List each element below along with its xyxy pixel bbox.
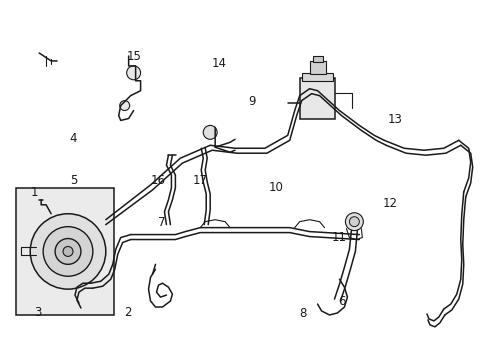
Circle shape — [349, 217, 359, 227]
Text: 3: 3 — [34, 306, 41, 319]
Text: 17: 17 — [192, 174, 207, 186]
Text: 8: 8 — [299, 307, 306, 320]
Circle shape — [55, 239, 81, 264]
Text: 11: 11 — [331, 231, 346, 244]
Bar — [299, 78, 335, 120]
Text: 2: 2 — [124, 306, 131, 319]
Text: 1: 1 — [31, 186, 38, 199]
Text: 12: 12 — [382, 197, 397, 210]
Text: 4: 4 — [69, 132, 77, 145]
Circle shape — [43, 227, 93, 276]
Text: 5: 5 — [69, 174, 77, 186]
Text: 6: 6 — [337, 295, 345, 308]
Bar — [312, 56, 322, 62]
Circle shape — [30, 214, 105, 289]
Text: 10: 10 — [268, 181, 283, 194]
Circle shape — [63, 247, 73, 256]
Circle shape — [203, 125, 217, 139]
Text: 14: 14 — [211, 57, 226, 71]
Circle shape — [126, 66, 141, 80]
Bar — [301, 73, 333, 81]
Circle shape — [345, 213, 363, 231]
Text: 9: 9 — [247, 95, 255, 108]
Bar — [16, 188, 114, 315]
Bar — [309, 61, 325, 74]
Text: 7: 7 — [158, 216, 165, 229]
Text: 15: 15 — [126, 50, 141, 63]
Text: 13: 13 — [387, 113, 402, 126]
Text: 16: 16 — [150, 174, 165, 186]
Circle shape — [120, 100, 129, 111]
